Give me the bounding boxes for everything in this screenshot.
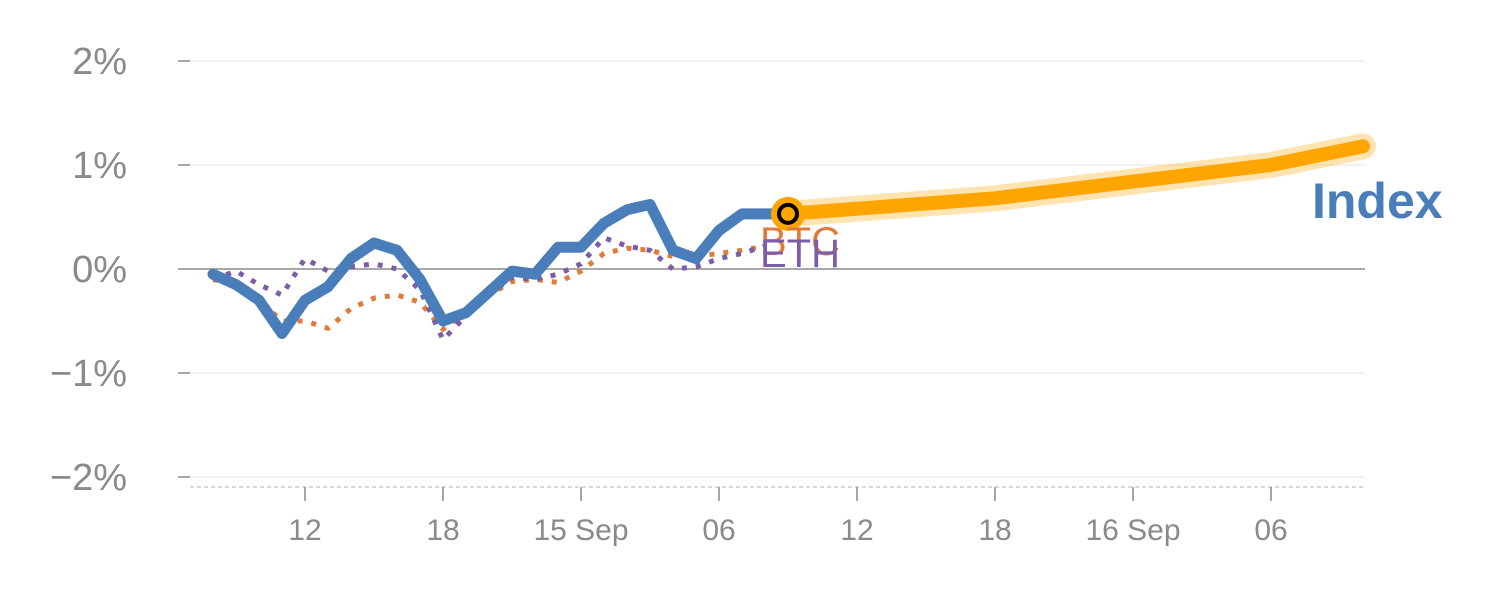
y-tick-label: 0%: [72, 249, 127, 291]
x-tick-label: 16 Sep: [1085, 514, 1180, 547]
x-tick-label: 06: [702, 514, 735, 547]
marker-outer: [771, 196, 805, 231]
x-tick-label: 18: [426, 514, 459, 547]
series-lines: [207, 133, 1376, 343]
series-label-btc: BTC: [760, 220, 840, 264]
series-line-index: [207, 199, 794, 339]
x-tick-label: 06: [1254, 514, 1287, 547]
axes: 2% 1% 0% −1% −2% 12 18 15 Sep 06 12 18 16 Sep 06: [50, 41, 1365, 547]
x-tick-label: 12: [288, 514, 321, 547]
series-labels: BTC ETH Index: [760, 173, 1443, 276]
marker-ring: [777, 202, 799, 225]
y-tick-label: 2%: [72, 41, 127, 83]
series-line-index-forecast: [781, 139, 1370, 221]
series-label-eth: ETH: [760, 232, 840, 276]
y-tick-label: −2%: [50, 457, 127, 499]
y-tick-label: 1%: [72, 145, 127, 187]
grid-lines: [190, 60, 1365, 478]
x-tick-label: 12: [840, 514, 873, 547]
x-tick-label: 18: [978, 514, 1011, 547]
y-tick-label: −1%: [50, 353, 127, 395]
x-tick-label: 15 Sep: [533, 514, 628, 547]
series-label-index: Index: [1312, 173, 1443, 229]
markers: [771, 196, 805, 231]
